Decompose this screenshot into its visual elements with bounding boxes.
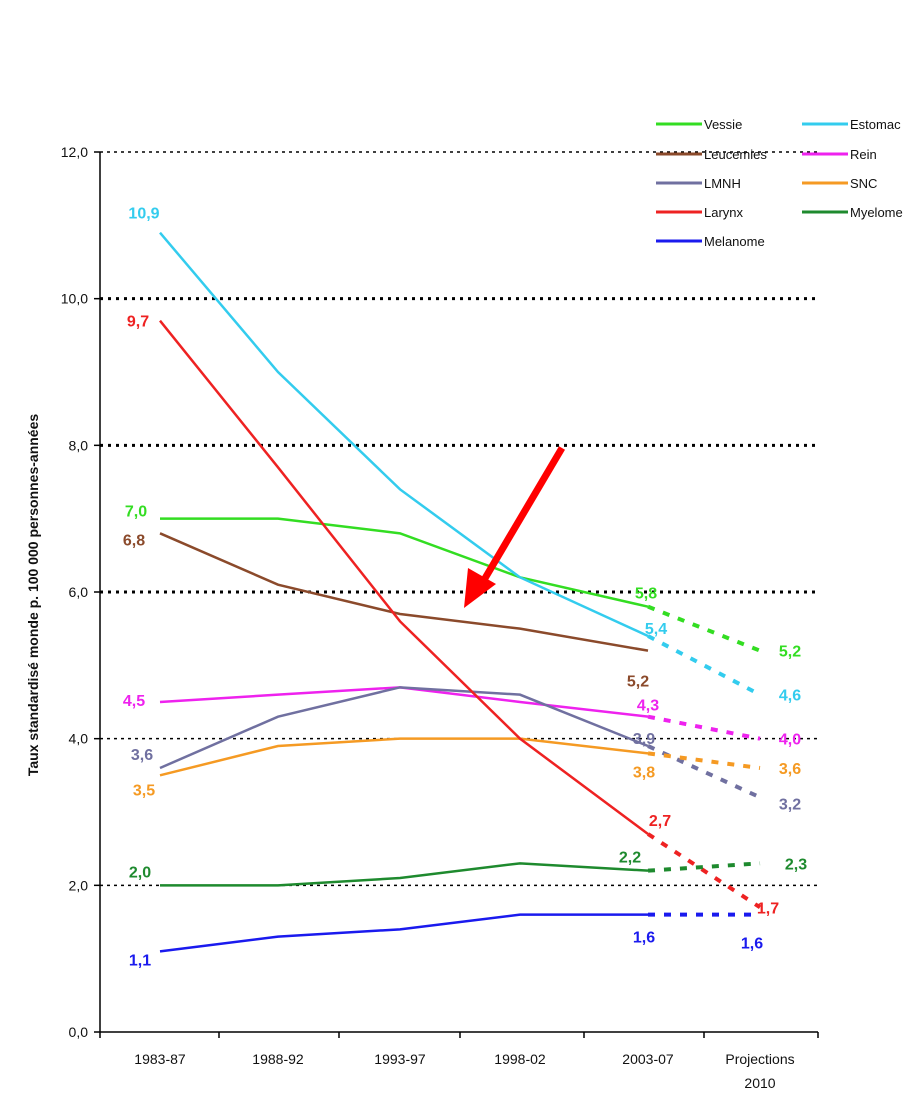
projection-line-rein bbox=[647, 714, 761, 741]
projection-line-snc bbox=[647, 751, 761, 770]
data-label-rein: 4,3 bbox=[637, 698, 659, 715]
y-tick-label: 10,0 bbox=[61, 291, 88, 307]
projection-line-estomac bbox=[647, 634, 761, 697]
y-axis-tick-labels: 0,0 2,0 4,0 6,0 8,0 10,0 12,0 bbox=[61, 144, 88, 1040]
legend-entry-snc: SNC bbox=[850, 176, 877, 191]
x-tick-label: 1988-92 bbox=[252, 1051, 304, 1067]
legend-entry-estomac: Estomac bbox=[850, 117, 901, 132]
series-line-snc bbox=[159, 737, 649, 777]
y-axis-label: Taux standardisé monde p. 100 000 person… bbox=[25, 414, 41, 777]
data-label-melanome: 1,1 bbox=[129, 952, 151, 969]
y-tick-label: 2,0 bbox=[69, 877, 89, 893]
data-label-myelome: 2,2 bbox=[619, 850, 641, 867]
data-label-myelome: 2,0 bbox=[129, 864, 151, 881]
series-lines bbox=[159, 231, 762, 953]
series-line-melanome bbox=[159, 913, 648, 953]
data-label-melanome: 1,6 bbox=[633, 930, 655, 947]
data-label-lmnh: 3,6 bbox=[131, 747, 153, 764]
series-line-lmnh bbox=[159, 686, 649, 770]
y-tick-label: 0,0 bbox=[69, 1024, 89, 1040]
legend-entry-rein: Rein bbox=[850, 147, 877, 162]
data-label-vessie: 7,0 bbox=[125, 504, 147, 521]
x-tick-label: 1993-97 bbox=[374, 1051, 426, 1067]
data-label-lmnh: 3,2 bbox=[779, 796, 801, 813]
series-line-estomac bbox=[159, 231, 649, 638]
red-arrow-shaft bbox=[480, 446, 566, 582]
y-tick-label: 12,0 bbox=[61, 144, 88, 160]
legend-entry-larynx: Larynx bbox=[704, 205, 744, 220]
data-label-estomac: 4,6 bbox=[779, 688, 801, 705]
data-label-leucemies: 6,8 bbox=[123, 532, 145, 549]
series-line-leucemies bbox=[159, 532, 649, 652]
data-label-snc: 3,6 bbox=[779, 761, 801, 778]
x-tick-label: 1998-02 bbox=[494, 1051, 546, 1067]
legend-entry-myelome: Myelome bbox=[850, 205, 903, 220]
red-arrow-head bbox=[464, 568, 496, 608]
legend-entry-lmnh: LMNH bbox=[704, 176, 741, 191]
series-line-rein bbox=[159, 686, 649, 718]
data-label-snc: 3,8 bbox=[633, 764, 655, 781]
x-tick-label: Projections 2010 bbox=[725, 1051, 794, 1091]
legend-entry-vessie: Vessie bbox=[704, 117, 742, 132]
data-label-melanome: 1,6 bbox=[741, 936, 763, 953]
series-line-vessie bbox=[160, 517, 649, 608]
projection-line-larynx bbox=[646, 832, 762, 910]
projection-line-vessie bbox=[647, 604, 761, 653]
legend-entry-melanome: Melanome bbox=[704, 234, 765, 249]
data-label-larynx: 2,7 bbox=[649, 813, 671, 830]
x-tick-label: 1983-87 bbox=[134, 1051, 186, 1067]
series-line-larynx bbox=[159, 319, 649, 836]
data-label-estomac: 10,9 bbox=[128, 206, 159, 223]
x-axis-tick-labels: 1983-87 1988-92 1993-97 1998-02 2003-07 Proje… bbox=[134, 1051, 794, 1091]
series-line-myelome bbox=[160, 862, 649, 887]
data-label-snc: 3,5 bbox=[133, 782, 155, 799]
y-tick-label: 6,0 bbox=[69, 584, 89, 600]
data-label-myelome: 2,3 bbox=[785, 856, 807, 873]
legend: Vessie Estomac Leucemies Rein LMNH SNC Larynx M… bbox=[656, 117, 903, 249]
data-label-larynx: 9,7 bbox=[127, 314, 149, 331]
annotations bbox=[464, 446, 566, 608]
data-label-estomac: 5,4 bbox=[645, 621, 667, 638]
data-label-vessie: 5,2 bbox=[779, 644, 801, 661]
projection-line-myelome bbox=[647, 861, 761, 873]
legend-entry-leucemies: Leucemies bbox=[704, 147, 767, 162]
data-label-leucemies: 5,2 bbox=[627, 674, 649, 691]
y-tick-label: 8,0 bbox=[69, 437, 89, 453]
x-tick-label: 2003-07 bbox=[622, 1051, 674, 1067]
y-tick-label: 4,0 bbox=[69, 731, 89, 747]
data-label-rein: 4,0 bbox=[779, 732, 801, 749]
data-label-vessie: 5,8 bbox=[635, 586, 657, 603]
axes bbox=[94, 151, 819, 1038]
data-label-larynx: 1,7 bbox=[757, 900, 779, 917]
data-labels: 7,0 5,8 5,2 10,9 5,4 4,6 6,8 5,2 4,5 4,3 4,0 3,6 3,9… bbox=[123, 206, 807, 970]
data-label-rein: 4,5 bbox=[123, 693, 145, 710]
data-label-lmnh: 3,9 bbox=[633, 731, 655, 748]
